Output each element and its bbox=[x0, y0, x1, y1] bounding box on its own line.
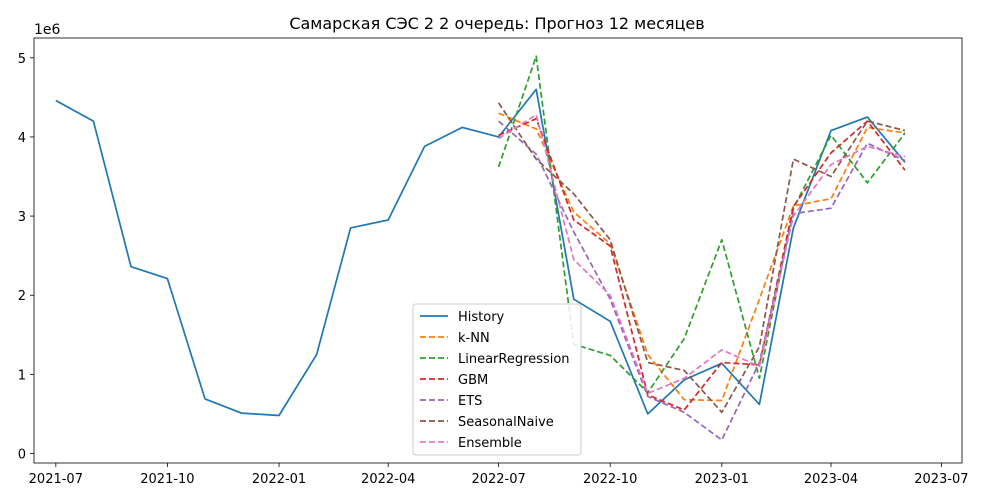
series-line-ets bbox=[498, 120, 906, 441]
x-tick-label: 2022-01 bbox=[252, 472, 306, 487]
series-line-seasonalnaive bbox=[497, 102, 906, 414]
x-tick-label: 2022-07 bbox=[471, 472, 525, 487]
legend-label-gbm: GBM bbox=[458, 373, 488, 388]
y-tick-label: 5 bbox=[18, 52, 26, 67]
x-tick-label: 2021-07 bbox=[29, 472, 83, 487]
series-line-k-nn bbox=[498, 112, 906, 402]
y-tick-label: 3 bbox=[18, 210, 26, 225]
legend-label-ensemble: Ensemble bbox=[458, 436, 522, 451]
series-line-gbm bbox=[498, 117, 906, 411]
y-tick-label: 1 bbox=[18, 368, 26, 383]
x-tick-label: 2023-07 bbox=[914, 472, 968, 487]
legend-label-seasonalnaive: SeasonalNaive bbox=[458, 415, 554, 430]
x-tick-label: 2022-10 bbox=[583, 472, 637, 487]
x-tick-label: 2023-01 bbox=[695, 472, 749, 487]
y-tick-label: 2 bbox=[18, 289, 26, 304]
series-line-ensemble bbox=[498, 113, 906, 395]
series-line-history bbox=[55, 88, 906, 417]
y-tick-label: 0 bbox=[18, 448, 26, 463]
y-scale-label: 1e6 bbox=[34, 22, 61, 38]
legend-label-k-nn: k-NN bbox=[458, 331, 490, 346]
axes: 2021-07 2021-10 2022-01 2022-04 2022-07 2022-… bbox=[18, 37, 969, 487]
y-tick-label: 4 bbox=[18, 131, 26, 146]
chart-title: Самарская СЭС 2 2 очередь: Прогноз 12 ме… bbox=[289, 14, 704, 33]
series-layer bbox=[55, 55, 906, 441]
x-tick-label: 2021-10 bbox=[140, 472, 194, 487]
x-tick-label: 2023-04 bbox=[804, 472, 858, 487]
legend-box bbox=[412, 303, 582, 456]
legend-label-linearregression: LinearRegression bbox=[458, 352, 570, 367]
plot-frame bbox=[33, 37, 963, 464]
legend: History k-NN LinearRegression GBM ETS Seasona… bbox=[412, 303, 582, 456]
series-line-linearregression bbox=[497, 55, 906, 394]
legend-label-ets: ETS bbox=[458, 394, 482, 409]
legend-label-history: History bbox=[458, 310, 505, 325]
x-tick-label: 2022-04 bbox=[361, 472, 415, 487]
